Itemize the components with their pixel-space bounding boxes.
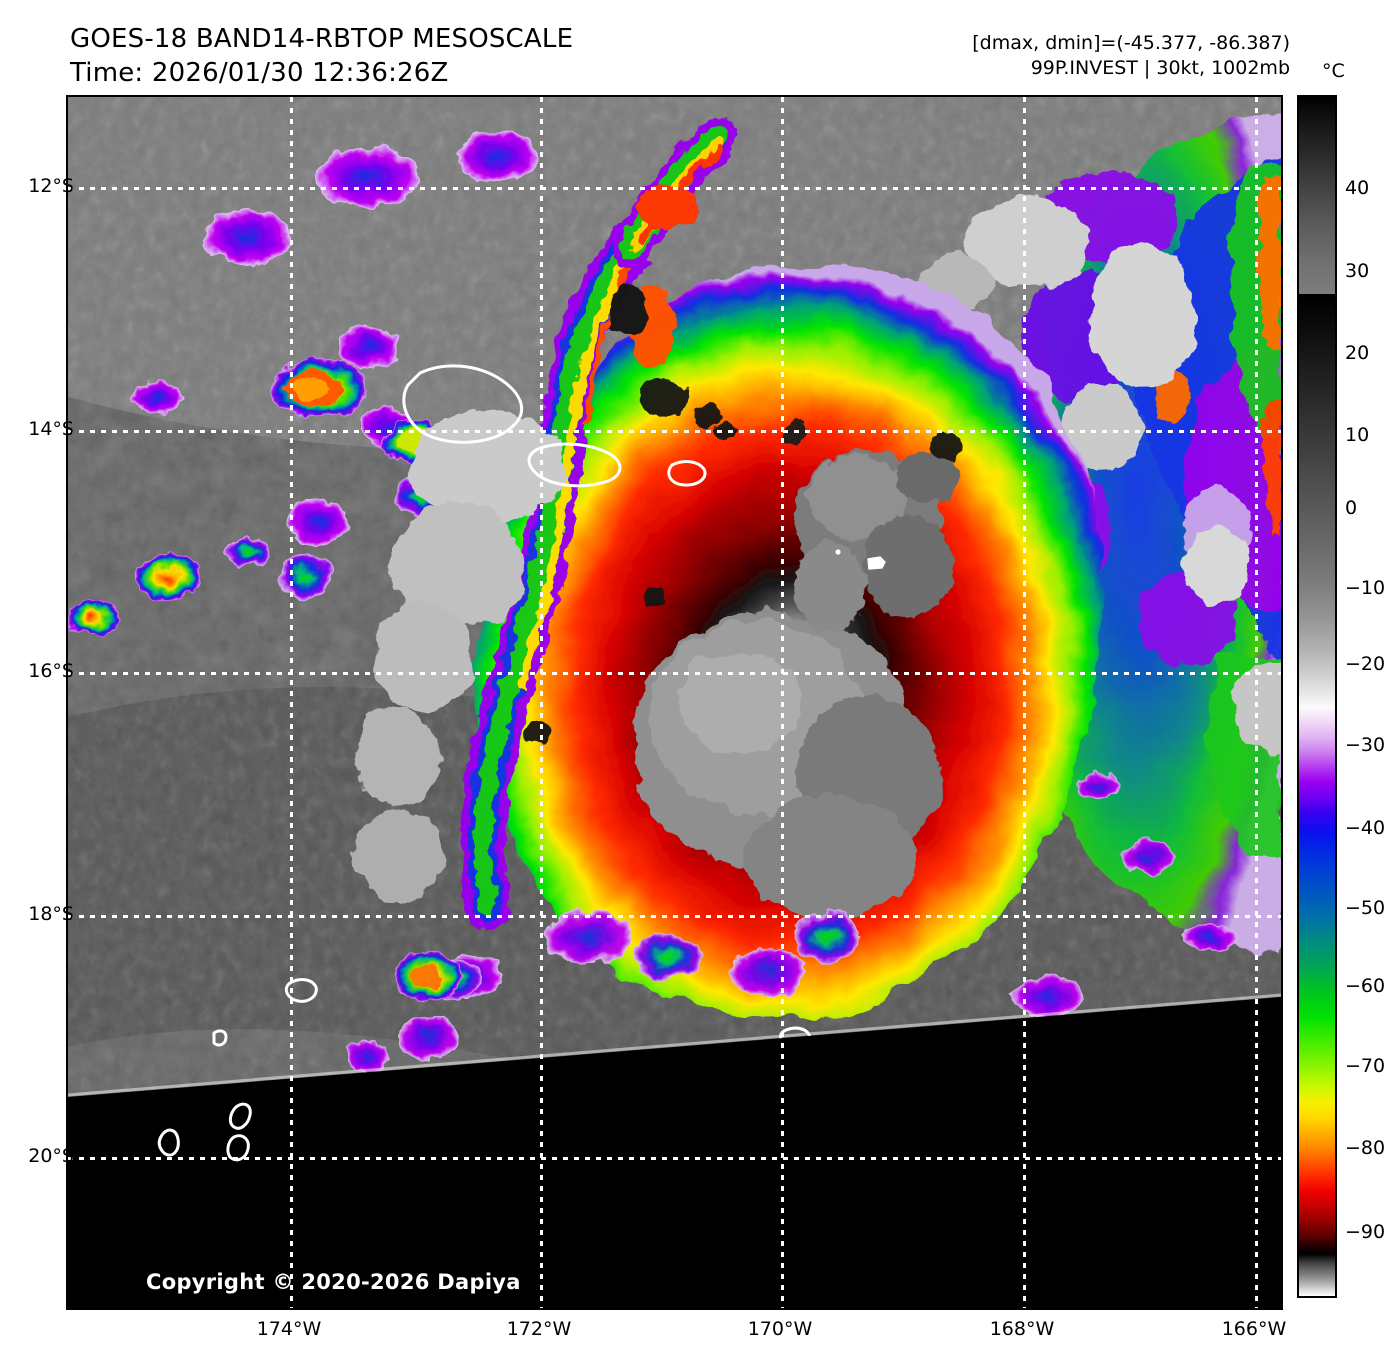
page-title: GOES-18 BAND14-RBTOP MESOSCALE Time: 2026… xyxy=(70,22,573,90)
colorbar-tick-m70: −70 xyxy=(1345,1055,1386,1077)
ytick-label-20S: 20°S xyxy=(28,1145,74,1167)
colorbar-tick-0: 0 xyxy=(1345,497,1358,519)
xtick-label-170W: 170°W xyxy=(747,1318,813,1340)
colorbar-warm-segment xyxy=(1297,95,1337,296)
dmax-dmin-label: [dmax, dmin]=(-45.377, -86.387) xyxy=(972,32,1290,54)
satellite-imagery-plot[interactable]: Copyright © 2020-2026 Dapiya xyxy=(66,95,1283,1310)
ytick-label-16S: 16°S xyxy=(28,660,74,682)
colorbar-tick-40: 40 xyxy=(1345,177,1370,199)
colorbar-tick-m40: −40 xyxy=(1345,817,1386,839)
colorbar[interactable] xyxy=(1297,95,1337,1298)
colorbar-tick-10: 10 xyxy=(1345,424,1370,446)
colorbar-tick-m80: −80 xyxy=(1345,1137,1386,1159)
colorbar-tick-30: 30 xyxy=(1345,260,1370,282)
colorbar-tick-m30: −30 xyxy=(1345,734,1386,756)
storm-info-label: 99P.INVEST | 30kt, 1002mb xyxy=(1030,57,1290,79)
colorbar-tick-m10: −10 xyxy=(1345,577,1386,599)
ytick-label-12S: 12°S xyxy=(28,175,74,197)
xtick-label-174W: 174°W xyxy=(256,1318,322,1340)
colorbar-tick-m60: −60 xyxy=(1345,975,1386,997)
no-data-region xyxy=(68,997,1281,1308)
coastline-outlines xyxy=(212,364,812,1049)
colorbar-unit-label: °C xyxy=(1322,60,1345,82)
colorbar-tick-m90: −90 xyxy=(1345,1221,1386,1243)
xtick-label-172W: 172°W xyxy=(506,1318,572,1340)
colorbar-tick-m50: −50 xyxy=(1345,897,1386,919)
ytick-label-18S: 18°S xyxy=(28,903,74,925)
title-line-2: Time: 2026/01/30 12:36:26Z xyxy=(70,58,449,88)
metadata-block: [dmax, dmin]=(-45.377, -86.387) 99P.INVES… xyxy=(972,31,1290,81)
ytick-label-14S: 14°S xyxy=(28,418,74,440)
colorbar-cold-segment xyxy=(1297,296,1337,1298)
xtick-label-168W: 168°W xyxy=(989,1318,1055,1340)
title-line-1: GOES-18 BAND14-RBTOP MESOSCALE xyxy=(70,24,574,54)
infrared-satellite-raster xyxy=(68,97,1281,1308)
copyright-label: Copyright © 2020-2026 Dapiya xyxy=(146,1270,521,1294)
colorbar-tick-m20: −20 xyxy=(1345,653,1386,675)
colorbar-tick-20: 20 xyxy=(1345,342,1370,364)
xtick-label-166W: 166°W xyxy=(1221,1318,1287,1340)
